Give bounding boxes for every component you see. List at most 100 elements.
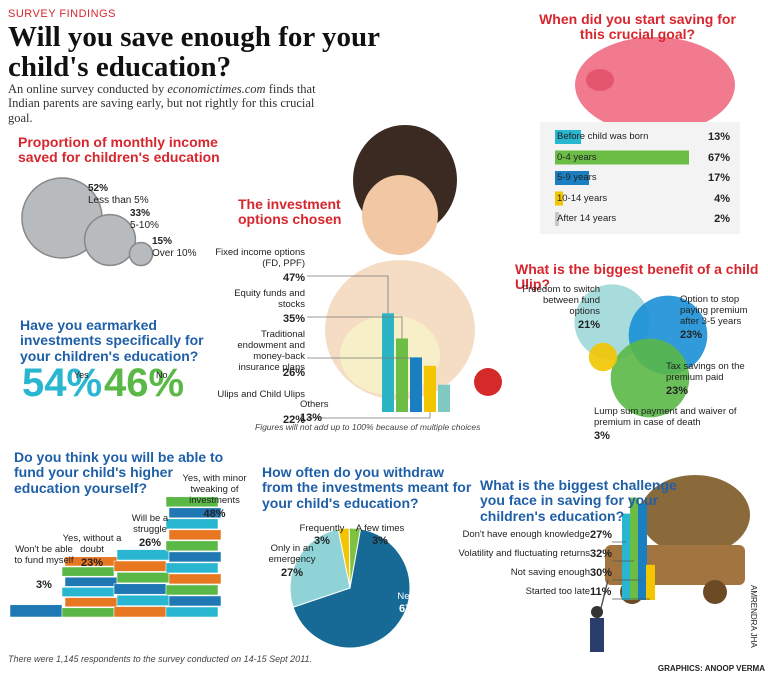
category-label: Yes — [74, 370, 89, 380]
basket — [640, 475, 750, 555]
bar — [396, 338, 408, 412]
book-stack — [165, 496, 222, 618]
bar — [555, 150, 689, 165]
book — [165, 540, 219, 552]
bar — [555, 212, 559, 226]
book — [168, 507, 222, 519]
category-label: Others — [300, 399, 329, 410]
bar — [438, 384, 450, 412]
chart-title: When did you start saving for this cruci… — [539, 11, 736, 43]
value-label: 33% — [130, 208, 151, 219]
value-label: 13% — [300, 412, 323, 424]
bubble — [588, 342, 618, 372]
value-label: 3% — [594, 430, 610, 442]
category-label: Option to stop paying premium after 3-5 … — [680, 294, 748, 327]
chart-title: Do you think you will be able to fund yo… — [14, 449, 224, 496]
bar — [555, 191, 563, 206]
category-label: Won't be able to fund myself — [14, 544, 74, 566]
piggy-snout — [586, 69, 614, 91]
book — [165, 496, 219, 508]
book — [64, 597, 118, 608]
category-label: Over 10% — [152, 248, 197, 259]
category-label: After 14 years — [557, 213, 617, 224]
category-label: Less than 5% — [88, 195, 149, 206]
leader-line — [307, 316, 403, 339]
value-label: 27% — [280, 567, 304, 579]
book — [165, 606, 219, 618]
bar — [410, 357, 422, 412]
value-label: 3% — [36, 579, 52, 591]
category-label: Frequently — [299, 523, 345, 534]
category-label: Equity funds and stocks — [234, 288, 305, 310]
value-label: 67% — [707, 151, 730, 164]
chart-title: The investment options chosen — [238, 196, 342, 228]
category-label: Fixed income options (FD, PPF) — [215, 247, 305, 269]
value-label: 32% — [590, 548, 613, 560]
bar — [622, 513, 631, 600]
coin — [128, 241, 154, 267]
big-number: 54% — [22, 361, 103, 405]
book-stack — [9, 604, 63, 618]
category-label: A few times — [355, 523, 405, 534]
category-label: Before child was born — [557, 131, 649, 142]
value-label: 2% — [714, 213, 730, 225]
chart-title: Have you earmarked investments specifica… — [20, 317, 204, 364]
intro-part: economictimes.com — [167, 82, 266, 96]
value-label: 3% — [372, 535, 388, 547]
category-label: Volatility and fluctuating returns — [458, 548, 591, 559]
category-label: Will be a struggle — [131, 513, 169, 535]
category-label: 5-10% — [130, 220, 159, 231]
category-label: Only in an emergency — [268, 543, 316, 565]
value-label: 26% — [282, 367, 305, 379]
value-label: 17% — [707, 172, 730, 184]
photo-credit: AMRENDRA JHA — [749, 585, 758, 648]
value-label: 23% — [680, 329, 703, 341]
apple — [474, 368, 502, 396]
value-label: 23% — [666, 385, 689, 397]
leader-line — [307, 275, 389, 314]
book — [113, 583, 167, 595]
value-label: 26% — [138, 537, 162, 549]
big-number: 46% — [104, 361, 185, 405]
value-label: 23% — [80, 557, 104, 569]
note: Figures will not add up to 100% because … — [255, 422, 481, 432]
category-label: Yes, without a doubt — [62, 533, 122, 555]
intro-part: An online survey conducted by — [8, 82, 165, 96]
bubble — [610, 338, 690, 418]
credit: GRAPHICS: ANOOP VERMA — [657, 664, 765, 673]
footnote: There were 1,145 respondents to the surv… — [8, 654, 313, 664]
book — [168, 595, 222, 607]
book — [9, 604, 63, 618]
category-label: Never — [397, 591, 423, 602]
wheel — [703, 580, 727, 604]
category-label: Not saving enough — [510, 567, 590, 578]
bar — [630, 497, 639, 600]
value-label: 67% — [398, 603, 422, 615]
book-stack — [113, 549, 170, 618]
book — [165, 584, 219, 596]
value-label: 22% — [282, 414, 305, 426]
kicker: SURVEY FINDINGS — [8, 8, 116, 20]
value-label: 47% — [282, 272, 305, 284]
book — [116, 549, 170, 561]
book — [116, 594, 170, 606]
bar — [382, 313, 394, 412]
chart-title: What is the biggest benefit of a child U… — [515, 261, 759, 293]
book — [168, 529, 222, 541]
bar — [424, 365, 436, 412]
book — [113, 606, 167, 618]
value-label: 3% — [314, 535, 330, 547]
headline: Will you save enough for your child's ed… — [8, 21, 380, 84]
value-label: 13% — [707, 131, 730, 143]
pie-slice — [289, 528, 351, 608]
chart-title: Proportion of monthly income saved for c… — [18, 134, 220, 166]
category-label: Don't have enough knowledge — [462, 529, 590, 540]
book — [165, 518, 219, 530]
category-label: 5-9 years — [557, 172, 597, 183]
value-label: 27% — [590, 529, 613, 541]
bar — [638, 504, 647, 600]
intro: An online survey conducted by economicti… — [8, 82, 338, 125]
bar — [555, 171, 589, 185]
book — [116, 572, 170, 584]
